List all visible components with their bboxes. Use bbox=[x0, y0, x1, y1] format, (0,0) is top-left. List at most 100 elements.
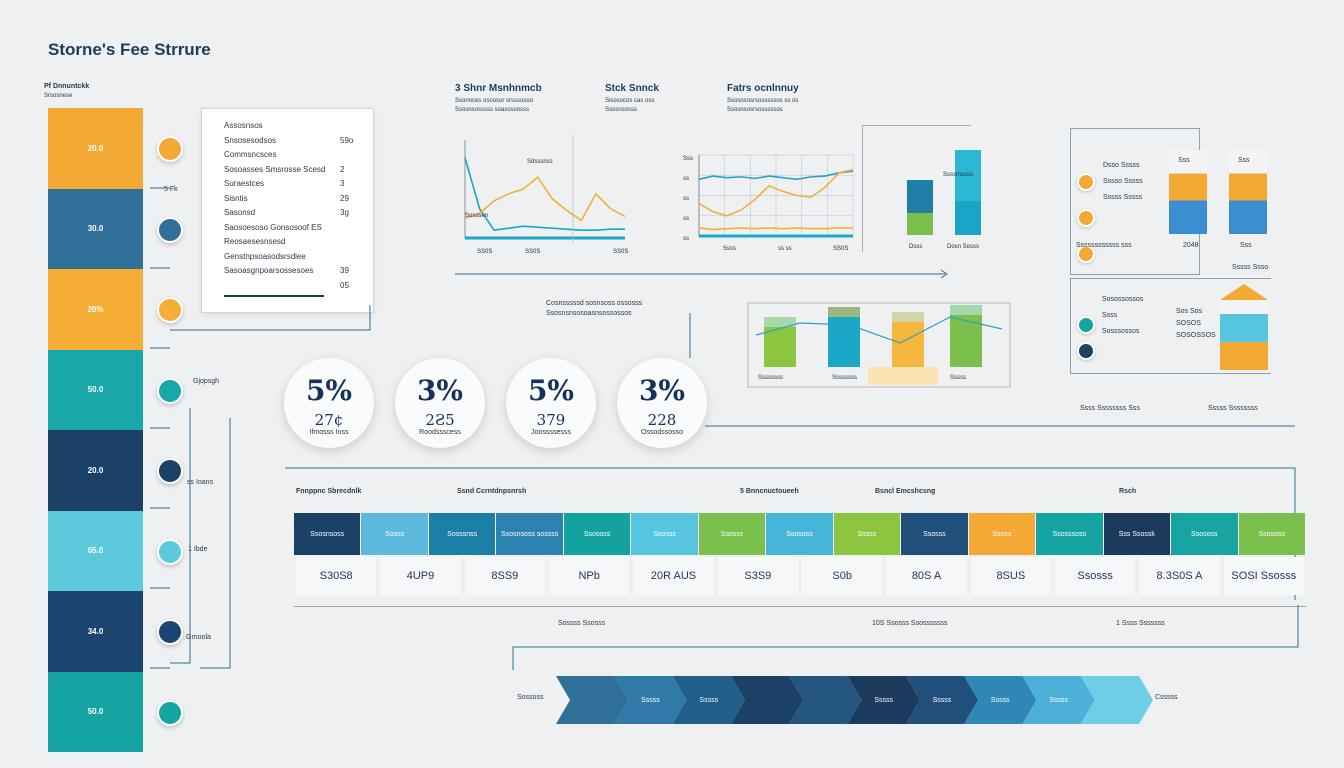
flow-label-right: Csssss bbox=[1155, 694, 1178, 701]
list-item-label: Sasonsd bbox=[224, 208, 256, 217]
fee-value-cell: S0b bbox=[802, 557, 883, 595]
fee-header-cell: Sssss bbox=[833, 513, 901, 555]
side-label-4: 1 Ibde bbox=[188, 546, 208, 553]
stack-segment: 50.0 bbox=[48, 349, 143, 430]
list-card-underline bbox=[224, 295, 324, 297]
side-label-5: Grnoola bbox=[186, 634, 211, 641]
list-item-label: Suraestces bbox=[224, 179, 265, 188]
stat-connector bbox=[285, 425, 1296, 600]
list-item-value: 59o bbox=[340, 135, 354, 145]
flow-connector bbox=[512, 605, 1299, 670]
list-item-value: 2 bbox=[340, 164, 345, 174]
list-item-label: Assosnsos bbox=[224, 121, 263, 130]
bar bbox=[950, 305, 982, 367]
list-item-label: Genstnpsoasodsrsdiee bbox=[224, 251, 306, 261]
right-top-item: Dsso Sssss bbox=[1103, 162, 1140, 169]
right-caption-bottom: Ssss Ssssssss Sss bbox=[1080, 405, 1140, 412]
right-bottom-value: SOSOS bbox=[1176, 320, 1201, 327]
right-marker-dot bbox=[1077, 209, 1095, 227]
bar-cap bbox=[950, 305, 982, 315]
bar-chart-3-frame bbox=[862, 125, 971, 252]
segment-marker-dot bbox=[157, 136, 183, 162]
chart-connector bbox=[455, 269, 948, 358]
series-label: Sosssen bbox=[465, 213, 488, 219]
fee-header-cell: Ssosss bbox=[901, 513, 968, 555]
right-bar-2 bbox=[1229, 150, 1267, 234]
page-title: Storne's Fee Strrure bbox=[48, 40, 211, 59]
segment-marker-dot bbox=[157, 377, 183, 404]
bar-label: Dosn Sosss bbox=[947, 244, 979, 250]
bar-cap bbox=[764, 317, 796, 327]
list-item-value: 3 bbox=[340, 179, 345, 188]
stat-percent: 3% bbox=[416, 374, 464, 407]
side-label-2: Gjopsgh bbox=[193, 378, 220, 385]
right-top-value: Sss bbox=[1238, 157, 1250, 164]
right-marker-dot bbox=[1077, 316, 1095, 334]
series-line bbox=[464, 176, 626, 222]
fee-header-cell: Ssosss bbox=[631, 513, 698, 555]
series-label: Sdsssnss bbox=[527, 159, 553, 165]
segment-marker-dot bbox=[157, 619, 183, 645]
segment-marker-dot bbox=[157, 699, 183, 726]
chart-frame bbox=[747, 302, 1011, 388]
right-caption-bottom: Sssss Ssssssss bbox=[1208, 405, 1258, 412]
stat-caption: Ifmosss Inss bbox=[309, 429, 349, 436]
chart4-heading: Cosnsssssd sosnsoss ossosss bbox=[546, 300, 643, 307]
stat-caption: Roodssscess bbox=[419, 429, 461, 436]
stack-segment: 20.0 bbox=[48, 108, 143, 189]
fee-section-label: Fnnppnc Sbrecdnlk bbox=[296, 488, 362, 495]
stack-segment: 30.0 bbox=[48, 188, 143, 269]
fee-table-frame bbox=[294, 512, 1306, 607]
bar-cap bbox=[828, 307, 860, 317]
stat-caption: Ossodssosso bbox=[640, 429, 684, 436]
list-item-value: 3g bbox=[340, 208, 349, 217]
x-tick-label: ss ss bbox=[778, 246, 792, 252]
bar-segment bbox=[907, 213, 933, 235]
bar-segment bbox=[955, 201, 981, 235]
right-block bbox=[1220, 300, 1268, 370]
chart-header-sub: Ssosnsosss bbox=[605, 107, 638, 113]
fee-value-cell: Ssosss bbox=[1055, 557, 1136, 595]
chart4-subheading: Ssosnsnsosoasnsossossos bbox=[546, 310, 632, 317]
fee-section-label: Ssnd Ccrntdnpsnrsh bbox=[457, 488, 527, 495]
fee-bottom-label: Sossss Ssosss bbox=[558, 620, 606, 627]
fee-value-cell: 8.3S0S A bbox=[1139, 557, 1220, 595]
list-item-value: 05 bbox=[340, 280, 349, 290]
x-tick-label: SS0S bbox=[477, 249, 492, 255]
fee-header-cell: Sosss bbox=[361, 513, 428, 555]
right-bottom-value: SOSOSSOS bbox=[1176, 332, 1216, 339]
series-line bbox=[464, 157, 625, 232]
stat-percent: 5% bbox=[305, 374, 353, 407]
stack-segment: 20% bbox=[48, 269, 143, 350]
right-marker-dot bbox=[1077, 245, 1095, 263]
list-item-label: Commsncsces bbox=[224, 150, 277, 159]
stack-segment: 50.0 bbox=[48, 671, 143, 752]
bar-label: Ssssssss bbox=[832, 375, 857, 381]
flow-step: Sssss bbox=[614, 676, 686, 724]
right-roof-icon bbox=[1220, 284, 1268, 300]
flow-label-left: Sossoss bbox=[517, 694, 544, 701]
stack-segment: 05.0 bbox=[48, 510, 143, 591]
fee-value-cell: S30S8 bbox=[296, 557, 377, 595]
right-top-value: Sss bbox=[1240, 242, 1252, 249]
connector-lines bbox=[150, 187, 231, 669]
fee-header-cell: Sss Ssossk bbox=[1103, 513, 1171, 555]
fee-value-cell: SOSI Ssosss bbox=[1223, 557, 1304, 595]
fee-header-cell: Ssososs bbox=[1171, 513, 1238, 555]
side-label-3: ss Ioans bbox=[187, 479, 214, 486]
right-top-item: Sssss Sssss bbox=[1103, 194, 1143, 201]
list-card-connector bbox=[170, 305, 371, 331]
series-line bbox=[698, 168, 854, 217]
stat-percent: 3% bbox=[638, 374, 686, 407]
fee-header-cell: Ssososs bbox=[1238, 513, 1305, 555]
chart-header-title: Fatrs ocnlnnuy bbox=[727, 83, 799, 94]
highlight-band bbox=[868, 367, 938, 385]
fee-section-label: Bsncl Emcshcsng bbox=[875, 488, 936, 495]
fee-section-label: Rsch bbox=[1119, 488, 1137, 495]
stack-segment: 34.0 bbox=[48, 591, 143, 672]
fee-header-cell: Ssososs bbox=[563, 513, 631, 555]
right-marker-dot bbox=[1077, 173, 1095, 191]
right-top-value: Sss bbox=[1178, 157, 1190, 164]
line-chart-2: Sss ss ss ss ss Ssss ss ss SS0S bbox=[683, 154, 854, 252]
y-tick-label: ss bbox=[683, 196, 689, 202]
